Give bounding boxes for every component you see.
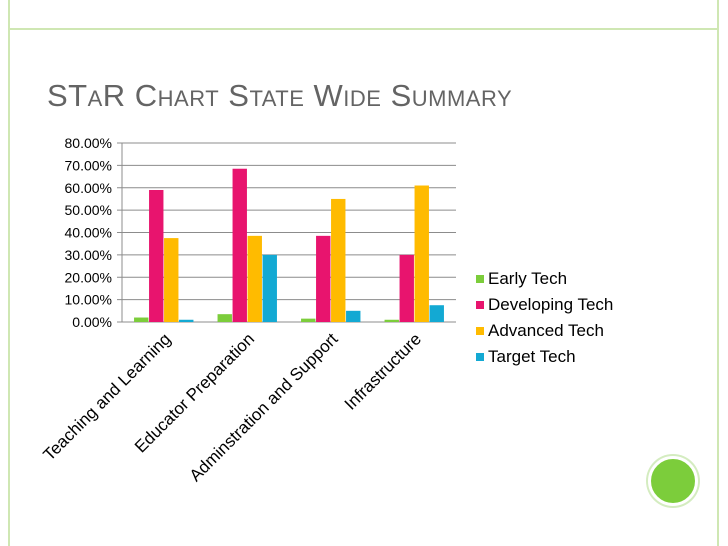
bar-developing-tech	[316, 235, 331, 322]
bar-advanced-tech	[331, 198, 346, 322]
bar-early-tech	[384, 319, 399, 322]
bar-advanced-tech	[164, 238, 179, 322]
legend-swatch	[476, 301, 484, 309]
top-divider	[8, 28, 719, 30]
bar-advanced-tech	[414, 185, 429, 322]
y-tick-label: 60.00%	[65, 180, 112, 196]
y-tick-label: 10.00%	[65, 292, 112, 308]
legend-entry: Early Tech	[488, 269, 567, 288]
bar-advanced-tech	[247, 235, 262, 322]
bar-developing-tech	[232, 168, 247, 322]
bar-target-tech	[262, 254, 277, 322]
bar-early-tech	[217, 314, 232, 322]
bar-developing-tech	[149, 189, 164, 322]
bar-target-tech	[346, 310, 361, 322]
legend-swatch	[476, 353, 484, 361]
y-tick-label: 40.00%	[65, 225, 112, 241]
bar-developing-tech	[399, 254, 414, 322]
slide-title: STaR Chart State Wide Summary	[47, 78, 513, 113]
y-tick-label: 70.00%	[65, 157, 112, 173]
y-tick-label: 0.00%	[72, 314, 112, 330]
bar-target-tech	[429, 305, 444, 322]
bar-early-tech	[301, 318, 316, 322]
legend-entry: Developing Tech	[488, 295, 613, 314]
y-tick-label: 20.00%	[65, 269, 112, 285]
green-accent-circle	[648, 456, 698, 506]
slide-frame	[8, 0, 719, 546]
x-category-label: Infrastructure	[341, 329, 425, 413]
y-tick-label: 80.00%	[65, 135, 112, 151]
x-category-label: Adminstration and Support	[186, 329, 342, 485]
bar-early-tech	[134, 317, 149, 322]
legend-swatch	[476, 327, 484, 335]
legend-entry: Target Tech	[488, 347, 576, 366]
y-tick-label: 30.00%	[65, 247, 112, 263]
y-tick-label: 50.00%	[65, 202, 112, 218]
legend-swatch	[476, 275, 484, 283]
legend-entry: Advanced Tech	[488, 321, 604, 340]
bar-target-tech	[179, 319, 194, 322]
